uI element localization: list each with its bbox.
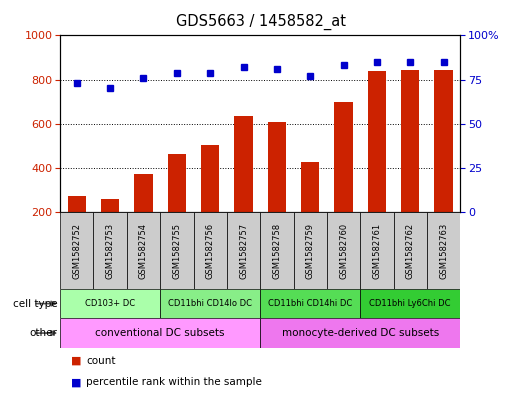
Bar [427,212,460,289]
Text: GSM1582753: GSM1582753 [106,222,115,279]
Bar [293,212,327,289]
Bar [394,212,427,289]
Text: GSM1582754: GSM1582754 [139,222,148,279]
Text: CD103+ DC: CD103+ DC [85,299,135,308]
Bar [360,289,460,318]
Bar [327,212,360,289]
Bar [360,212,393,289]
Bar [101,199,119,212]
Text: GSM1582759: GSM1582759 [306,222,315,279]
Text: GSM1582757: GSM1582757 [239,222,248,279]
Text: GSM1582760: GSM1582760 [339,222,348,279]
Bar [94,212,127,289]
Bar [60,289,160,318]
Bar [201,145,219,212]
Text: conventional DC subsets: conventional DC subsets [95,328,225,338]
Bar [168,154,186,212]
Bar [435,70,453,212]
Text: GSM1582755: GSM1582755 [173,222,181,279]
Text: GSM1582763: GSM1582763 [439,222,448,279]
Text: GSM1582756: GSM1582756 [206,222,214,279]
Bar [368,71,386,212]
Text: GSM1582752: GSM1582752 [72,222,81,279]
Text: CD11bhi CD14lo DC: CD11bhi CD14lo DC [168,299,252,308]
Bar [334,102,353,212]
Bar [268,121,286,212]
Bar [127,212,160,289]
Text: other: other [30,328,58,338]
Bar [260,212,293,289]
Text: ■: ■ [71,377,81,387]
Text: count: count [86,356,116,365]
Bar [260,289,360,318]
Text: ■: ■ [71,356,81,365]
Text: GSM1582758: GSM1582758 [272,222,281,279]
Bar [194,212,227,289]
Text: GDS5663 / 1458582_at: GDS5663 / 1458582_at [176,14,347,30]
Text: GSM1582762: GSM1582762 [406,222,415,279]
Bar [234,116,253,212]
Bar [401,70,419,212]
Bar [227,212,260,289]
Text: monocyte-derived DC subsets: monocyte-derived DC subsets [281,328,439,338]
Bar [67,196,86,212]
Text: GSM1582761: GSM1582761 [372,222,381,279]
Bar [60,318,260,348]
Bar [160,212,194,289]
Bar [301,162,320,212]
Bar [260,318,460,348]
Bar [134,174,153,212]
Bar [60,212,94,289]
Text: CD11bhi Ly6Chi DC: CD11bhi Ly6Chi DC [369,299,451,308]
Text: percentile rank within the sample: percentile rank within the sample [86,377,262,387]
Bar [160,289,260,318]
Text: cell type: cell type [13,299,58,309]
Text: CD11bhi CD14hi DC: CD11bhi CD14hi DC [268,299,353,308]
